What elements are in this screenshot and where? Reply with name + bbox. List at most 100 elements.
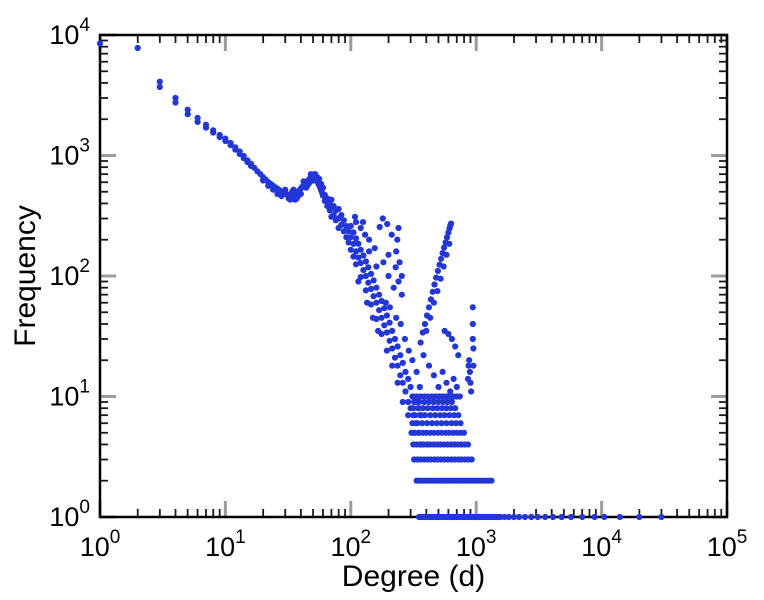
data-point <box>413 368 420 375</box>
data-point <box>443 420 450 427</box>
data-point <box>375 327 382 334</box>
data-point <box>405 375 412 382</box>
data-point <box>366 248 373 255</box>
data-point <box>362 287 369 294</box>
data-point <box>352 235 360 242</box>
data-point <box>464 441 472 448</box>
data-point <box>435 398 442 406</box>
data-point <box>210 129 217 136</box>
data-point <box>439 405 446 412</box>
data-point <box>366 236 373 243</box>
data-point <box>405 398 412 406</box>
data-point <box>398 272 405 280</box>
data-point <box>567 513 575 521</box>
data-point <box>370 277 377 284</box>
data-point <box>448 335 455 343</box>
data-point <box>365 279 372 286</box>
data-point <box>367 285 375 293</box>
data-point <box>383 329 390 336</box>
data-point <box>420 352 427 359</box>
data-point <box>385 251 392 258</box>
data-point <box>415 398 423 406</box>
data-point <box>421 412 428 419</box>
data-point <box>429 405 436 412</box>
data-point <box>516 513 523 521</box>
data-point <box>359 219 367 226</box>
data-point <box>194 118 201 125</box>
data-point <box>427 314 434 321</box>
axis-frame <box>98 33 729 519</box>
data-point <box>469 320 476 328</box>
data-point <box>425 398 433 406</box>
data-point <box>468 456 475 463</box>
data-point <box>434 288 441 295</box>
data-point <box>446 240 453 247</box>
data-point <box>423 420 431 427</box>
data-point <box>350 253 357 260</box>
data-point <box>444 398 451 406</box>
data-point <box>435 383 442 391</box>
data-point <box>450 375 457 382</box>
data-point <box>443 405 450 412</box>
data-point <box>416 412 423 419</box>
data-point <box>184 111 191 118</box>
data-point <box>469 335 476 343</box>
data-point <box>469 304 476 311</box>
data-point <box>636 513 643 521</box>
data-point <box>425 304 433 311</box>
data-point <box>453 393 460 400</box>
data-point <box>542 513 549 521</box>
data-point <box>466 368 473 375</box>
y-axis-label: Frequency <box>9 205 42 347</box>
data-point <box>386 304 393 311</box>
data-point <box>357 260 364 267</box>
data-point <box>381 322 388 329</box>
data-point <box>407 383 414 391</box>
data-point <box>467 379 474 386</box>
data-point <box>510 513 517 521</box>
data-point <box>419 405 426 412</box>
data-point <box>373 263 380 270</box>
data-point <box>381 305 388 312</box>
data-point <box>528 513 535 521</box>
data-point <box>390 284 397 291</box>
data-point <box>465 362 472 369</box>
y-tick-label: 100 <box>49 497 90 532</box>
data-point <box>448 398 455 406</box>
data-point <box>352 248 360 255</box>
data-point <box>423 327 430 334</box>
data-point <box>534 513 541 521</box>
data-point <box>601 513 608 521</box>
data-point <box>384 220 391 228</box>
data-point <box>445 330 452 338</box>
data-point <box>352 261 360 268</box>
data-point <box>355 278 362 285</box>
data-point <box>297 190 304 197</box>
data-point <box>347 234 354 241</box>
data-point <box>440 263 447 270</box>
data-point <box>501 513 508 521</box>
data-point <box>355 254 362 261</box>
data-point <box>316 175 323 182</box>
data-point <box>227 142 234 149</box>
data-point <box>383 347 390 354</box>
data-point <box>434 267 441 275</box>
data-point <box>350 240 357 247</box>
data-point <box>172 94 179 102</box>
data-point <box>383 312 390 319</box>
data-point <box>399 398 406 406</box>
data-point <box>658 513 665 521</box>
data-point <box>394 236 401 243</box>
data-point <box>447 220 455 227</box>
tick-marks <box>98 33 729 519</box>
data-point <box>455 352 462 359</box>
data-point <box>394 379 401 386</box>
data-point <box>347 222 354 230</box>
data-point <box>156 83 163 91</box>
data-point <box>362 272 369 280</box>
data-point <box>385 272 392 280</box>
data-point <box>391 335 399 343</box>
data-point <box>365 264 372 271</box>
